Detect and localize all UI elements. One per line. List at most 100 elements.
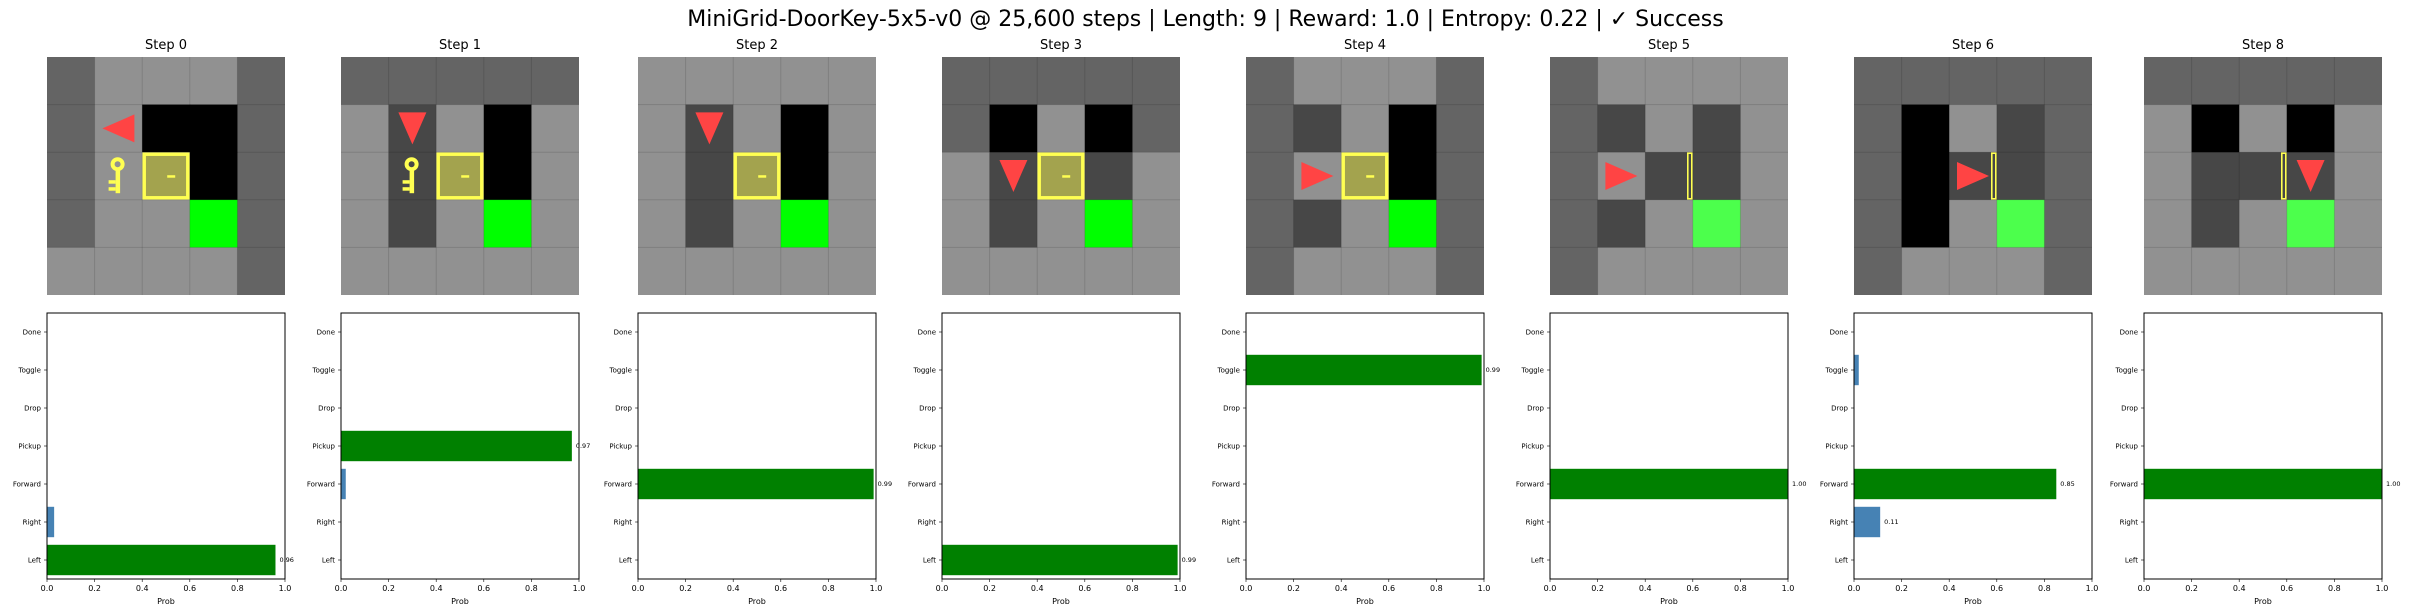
ytick-label: Left <box>619 557 632 565</box>
cell-floor-visible <box>142 57 191 105</box>
cell-floor-visible <box>2239 199 2288 248</box>
ytick-label: Forward <box>1516 481 1544 489</box>
xtick-label: 0.6 <box>1686 584 1699 593</box>
cell-wall <box>2044 152 2092 201</box>
cell-floor-visible <box>1388 57 1437 105</box>
agent-icon <box>1605 162 1638 190</box>
door-handle <box>1062 175 1071 178</box>
cell-floor-visible <box>2334 104 2382 153</box>
cell-floor-visible <box>2239 247 2288 295</box>
cell-floor-visible <box>733 199 782 248</box>
xtick-label: 0.4 <box>1031 584 1044 593</box>
xtick-label: 0.4 <box>1639 584 1652 593</box>
key-icon <box>108 157 125 194</box>
cell-floor-visible <box>1740 247 1788 295</box>
cell-floor-visible <box>436 247 485 295</box>
cell-floor-visible <box>1692 247 1741 295</box>
cell-goal <box>189 199 238 248</box>
ytick-label: Toggle <box>912 367 936 375</box>
cell-floor-visible <box>94 57 143 105</box>
cell-floor-visible <box>436 199 485 248</box>
cell-floor-visible <box>733 104 782 153</box>
plot-frame <box>2143 312 2383 580</box>
cell-wall <box>1246 104 1294 153</box>
ytick-label: Pickup <box>2115 443 2138 451</box>
cell-wall <box>1854 57 1902 105</box>
bar-forward <box>341 468 346 500</box>
xtick-label: 0.6 <box>1382 584 1395 593</box>
cell-unseen <box>780 152 829 201</box>
cell-goal-visible <box>2286 199 2335 248</box>
x-axis-label: Prob <box>1964 597 1982 606</box>
cell-floor-visible <box>189 247 238 295</box>
cell-floor-visible <box>388 247 437 295</box>
xtick-label: 0.6 <box>774 584 787 593</box>
open-door-icon <box>1687 152 1693 200</box>
xtick-label: 0.2 <box>1591 584 1604 593</box>
cell-floor-not-visible <box>1692 152 1741 201</box>
ytick-label: Pickup <box>18 443 41 451</box>
cell-floor-visible <box>1645 104 1694 153</box>
cell-wall <box>531 57 579 105</box>
cell-wall <box>2191 57 2240 105</box>
ytick-label: Right <box>23 519 42 527</box>
plot-area <box>638 313 876 579</box>
x-axis-label: Prob <box>1356 597 1374 606</box>
xtick-label: 0.0 <box>335 584 348 593</box>
bar-right <box>1854 506 1881 538</box>
ytick-label: Left <box>2125 557 2138 565</box>
cell-floor-visible <box>2239 104 2288 153</box>
cell-floor-visible <box>1037 247 1086 295</box>
xtick-label: 0.8 <box>1430 584 1443 593</box>
cell-floor-not-visible <box>2239 152 2288 201</box>
xtick-label: 1.0 <box>1782 584 1795 593</box>
cell-floor-visible <box>1949 104 1998 153</box>
bar-forward <box>1854 468 2057 500</box>
ytick-label: Right <box>614 519 633 527</box>
ytick-label: Done <box>614 329 632 337</box>
cell-wall <box>1436 57 1484 105</box>
cell-wall <box>1084 57 1133 105</box>
cell-floor-visible <box>942 152 990 201</box>
bar-value-label: 1.00 <box>1792 480 1806 488</box>
cell-unseen <box>2191 104 2240 153</box>
agent-icon <box>1301 162 1334 190</box>
xtick-label: 0.8 <box>525 584 538 593</box>
ytick-label: Forward <box>908 481 936 489</box>
cell-floor-visible <box>1597 247 1646 295</box>
cell-floor-visible <box>189 57 238 105</box>
cell-floor-visible <box>531 199 579 248</box>
agent-icon <box>2296 160 2325 192</box>
open-door-icon <box>1991 152 1997 200</box>
bar-pickup <box>341 430 572 462</box>
cell-wall <box>2334 57 2382 105</box>
ytick-label: Left <box>1835 557 1848 565</box>
locked-door-icon <box>142 152 190 200</box>
action-prob-chart: LeftRightForwardPickupDropToggleDone1.00… <box>1516 312 1806 606</box>
step-title: Step 2 <box>735 38 778 53</box>
door-handle <box>167 175 176 178</box>
ytick-label: Toggle <box>608 367 632 375</box>
cell-floor-visible <box>1949 247 1998 295</box>
xtick-label: 0.8 <box>1126 584 1139 593</box>
cell-floor-visible <box>1132 152 1180 201</box>
xtick-label: 0.6 <box>1990 584 2003 593</box>
x-axis-label: Prob <box>1052 597 1070 606</box>
xtick-label: 0.8 <box>2038 584 2051 593</box>
cell-unseen <box>1901 152 1950 201</box>
x-axis-label: Prob <box>157 597 175 606</box>
cell-unseen <box>189 152 238 201</box>
cell-floor-visible <box>1132 247 1180 295</box>
cell-floor-visible <box>2334 199 2382 248</box>
xtick-label: 1.0 <box>2376 584 2389 593</box>
ytick-label: Toggle <box>1216 367 1240 375</box>
action-prob-chart: Left Right Forward Pickup Drop Toggle Done 0.99… <box>908 312 1196 606</box>
ytick-label: Toggle <box>1520 367 1544 375</box>
ytick-label: Pickup <box>312 443 335 451</box>
cell-floor-not-visible <box>1692 104 1741 153</box>
plot-frame <box>1245 312 1485 580</box>
cell-floor-visible <box>94 247 143 295</box>
cell-floor-visible <box>733 247 782 295</box>
cell-wall <box>1550 104 1598 153</box>
action-prob-chart: Left Right Forward Pickup Drop Toggle Done 0.85… <box>1820 312 2098 606</box>
